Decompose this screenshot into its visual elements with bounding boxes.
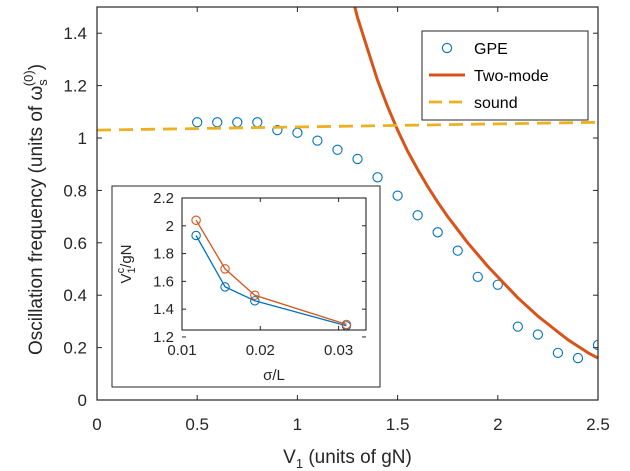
inset-point (220, 282, 230, 292)
inset-y-title-rest: /gN (118, 245, 135, 268)
gpe-point (412, 210, 423, 221)
inset-point (341, 319, 352, 330)
gpe-point (312, 135, 323, 146)
main-frame (96, 6, 599, 401)
inset-y-tick-label: 1.4 (153, 301, 174, 318)
x-tick-label: 2 (493, 415, 502, 434)
y-axis-title-sup: (0) (21, 70, 36, 86)
inset-point (191, 215, 201, 225)
gpe-point (552, 347, 564, 358)
inset-x-tick-label: 0.02 (246, 342, 275, 359)
y-tick-label: 1.2 (63, 77, 87, 96)
inset-y-title-main: V (118, 273, 135, 283)
inset-point (220, 264, 230, 274)
gpe-point (472, 271, 483, 283)
inset-point (250, 296, 260, 306)
sound-line (97, 120, 598, 132)
inset-x-axis-title: σ/L (263, 367, 285, 384)
x-axis-title-sub: 1 (296, 456, 303, 471)
inset-box (111, 185, 381, 388)
y-tick-label: 1 (78, 129, 87, 148)
inset-y-tick-label: 1.6 (153, 273, 174, 290)
y-axis-title-sub: s (35, 79, 50, 86)
x-tick-label: 0.5 (185, 415, 209, 434)
x-axis-title: V1 (units of gN) (283, 447, 412, 471)
main-data-layer (97, 7, 598, 364)
y-tick-label: 0.6 (63, 234, 87, 253)
y-axis-title-main: Oscillation frequency (units of ω (26, 86, 47, 356)
y-tick-label: 0.4 (63, 286, 87, 305)
inset-line-1 (195, 235, 347, 327)
x-tick-label: 1 (293, 415, 302, 434)
inset-point (191, 230, 201, 241)
x-axis-title-main: V (283, 447, 296, 468)
inset-x-tick-label: 0.03 (324, 342, 353, 359)
legend-label: Two-mode (474, 68, 549, 85)
legend: GPE Two-mode sound (421, 30, 589, 121)
y-tick-label: 0.8 (63, 181, 87, 200)
gpe-point (372, 172, 383, 183)
legend-marker-gpe (441, 42, 453, 54)
gpe-point (452, 245, 463, 256)
inset-plot: 0.01 0.02 0.03 1.2 1.4 1.6 1.8 2 2.2 σ/L V1c/gN (111, 185, 381, 388)
inset-x-tick-label: 0.01 (167, 342, 196, 359)
gpe-point (432, 227, 443, 238)
gpe-point (532, 329, 544, 340)
inset-y-tick-label: 1.8 (153, 246, 174, 263)
gpe-point (332, 144, 343, 155)
inset-y-title-sup: c (115, 267, 127, 273)
gpe-point (352, 153, 363, 165)
x-tick-label: 1.5 (386, 415, 410, 434)
y-tick-label: 1.4 (63, 24, 87, 43)
gpe-point (512, 321, 523, 332)
y-tick-label: 0.2 (63, 339, 87, 358)
y-tick-label: 0 (78, 391, 87, 410)
y-axis-title-close: ) (26, 64, 47, 70)
gpe-point (392, 190, 403, 201)
x-tick-label: 2.5 (586, 415, 610, 434)
inset-y-tick-label: 2.2 (153, 190, 174, 207)
inset-line-2 (195, 219, 347, 326)
gpe-point (192, 117, 203, 128)
inset-y-tick-label: 2 (166, 218, 174, 235)
x-tick-label: 0 (92, 415, 101, 434)
y-axis-title: Oscillation frequency (units of ωs(0)) (21, 64, 50, 355)
inset-y-title-sub: 1 (126, 267, 138, 273)
inset-frame (181, 197, 367, 331)
gpe-point (572, 352, 584, 364)
two-mode-line (353, 7, 598, 360)
inset-y-tick-label: 1.2 (153, 329, 174, 346)
x-axis-title-rest: (units of gN) (303, 447, 412, 468)
inset-point (250, 290, 260, 301)
legend-label: sound (474, 95, 518, 112)
main-plot: 0 0.5 1 1.5 2 2.500.20.40.60.811.21.4V1 (unit… (21, 6, 610, 471)
legend-label: GPE (474, 41, 508, 58)
gpe-point (592, 339, 598, 351)
gpe-point (492, 279, 503, 290)
inset-y-axis-title: V1c/gN (115, 245, 138, 284)
gpe-point (272, 124, 283, 136)
